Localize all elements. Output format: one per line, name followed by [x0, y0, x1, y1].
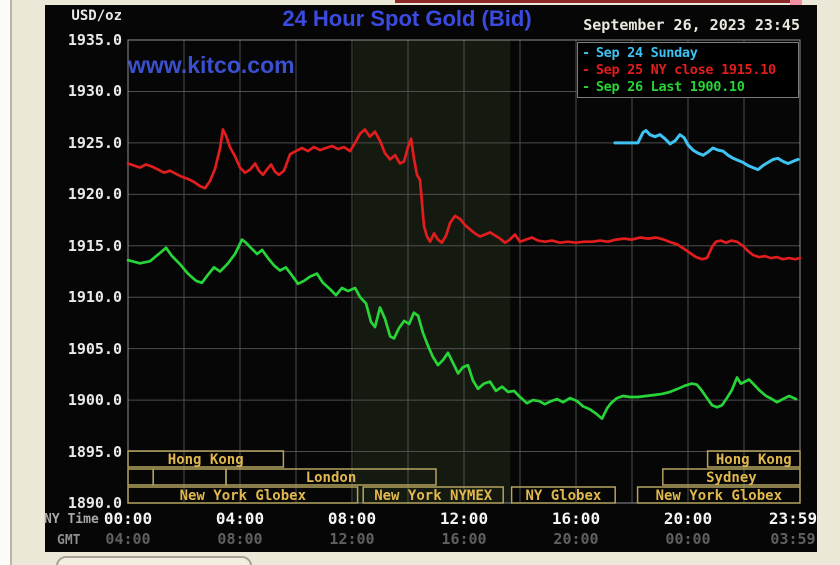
market-session-box	[510, 486, 616, 504]
top-edge-accent	[790, 0, 802, 5]
market-session-label: London	[306, 470, 357, 486]
market-session-box	[152, 468, 227, 486]
page-left-margin	[0, 0, 10, 565]
market-session-label: New York NYMEX	[374, 488, 493, 504]
ny-time-tick-label: 20:00	[663, 509, 713, 528]
legend-marker-dash: -	[582, 45, 590, 61]
series-line	[126, 238, 798, 420]
legend-marker-dash: -	[582, 62, 590, 78]
gmt-tick-label: 04:00	[105, 530, 151, 548]
kitco-watermark: www.kitco.com	[128, 52, 295, 78]
market-session-label: Hong Kong	[168, 452, 244, 468]
partially-visible-button[interactable]	[56, 556, 252, 565]
gmt-tick-label: 16:00	[441, 530, 487, 548]
y-axis-tick-label: 1930.0	[67, 82, 122, 101]
market-session-box	[127, 486, 359, 504]
gmt-tick-label: 00:00	[665, 530, 711, 548]
legend-label: Sep 26 Last 1900.10	[595, 79, 745, 95]
legend-item: - Sep 25 NY close 1915.10	[582, 62, 798, 79]
market-session-label: NY Globex	[525, 488, 601, 504]
market-session-box	[127, 450, 285, 468]
gmt-tick-label: 20:00	[553, 530, 599, 548]
y-axis-tick-label: 1925.0	[67, 133, 122, 152]
legend-label: Sep 24 Sunday	[595, 45, 698, 61]
market-session-label: Sydney	[706, 470, 757, 486]
ny-time-axis-label: NY Time	[44, 512, 99, 527]
market-session-box	[362, 486, 504, 504]
y-axis-unit-label: USD/oz	[71, 8, 122, 24]
y-axis-tick-label: 1935.0	[67, 31, 122, 49]
top-edge-line	[395, 0, 800, 3]
y-axis-tick-label: 1890.0	[67, 494, 122, 512]
y-axis-tick-label: 1900.0	[67, 391, 122, 410]
chart-legend: - Sep 24 Sunday - Sep 25 NY close 1915.10- S…	[577, 42, 799, 98]
market-session-box	[636, 486, 801, 504]
y-axis-tick-label: 1920.0	[67, 185, 122, 204]
legend-item: - Sep 26 Last 1900.10	[582, 79, 798, 96]
y-axis-tick-label: 1905.0	[67, 339, 122, 358]
market-session-label: Hong Kong	[716, 452, 792, 468]
market-session-label: New York Globex	[656, 488, 783, 504]
gmt-tick-label: 08:00	[217, 530, 263, 548]
market-session-label: New York Globex	[180, 488, 307, 504]
series-line	[613, 129, 800, 172]
nymex-hours-shading	[353, 40, 511, 503]
ny-time-tick-label: 23:59	[768, 509, 818, 528]
ny-time-tick-label: 08:00	[327, 509, 377, 528]
chart-timestamp: September 26, 2023 23:45	[583, 16, 800, 34]
ny-time-tick-label: 16:00	[551, 509, 601, 528]
gmt-axis-label: GMT	[57, 533, 81, 548]
market-session-box	[225, 468, 437, 486]
market-session-box	[127, 468, 154, 486]
gmt-tick-label: 12:00	[329, 530, 375, 548]
legend-item: - Sep 24 Sunday	[582, 45, 798, 62]
ny-time-tick-label: 04:00	[215, 509, 265, 528]
legend-marker-dash: -	[582, 79, 590, 95]
series-line	[126, 128, 802, 261]
legend-label: Sep 25 NY close 1915.10	[595, 62, 776, 78]
chart-title: 24 Hour Spot Gold (Bid)	[282, 6, 532, 31]
ny-time-tick-label: 12:00	[439, 509, 489, 528]
y-axis-tick-label: 1915.0	[67, 236, 122, 255]
page-left-border-line	[10, 0, 12, 565]
y-axis-tick-label: 1895.0	[67, 442, 122, 461]
y-axis-tick-label: 1910.0	[67, 288, 122, 307]
market-session-box	[662, 468, 801, 486]
gmt-tick-label: 03:59	[770, 530, 816, 548]
ny-time-tick-label: 00:00	[103, 509, 153, 528]
market-session-box	[706, 450, 801, 468]
